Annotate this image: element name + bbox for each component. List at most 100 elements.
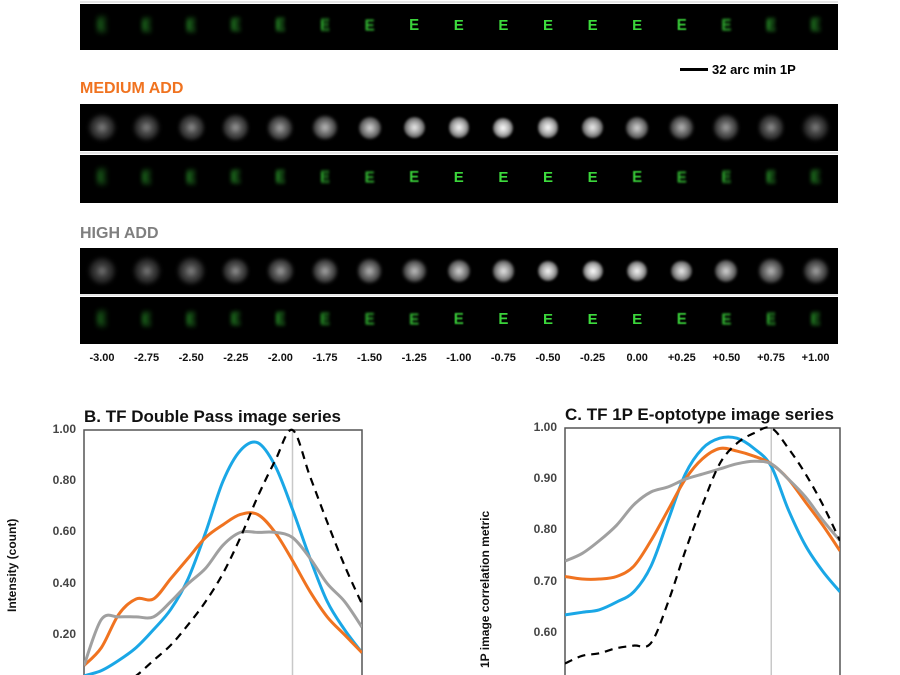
double-pass-spot — [268, 258, 293, 284]
defocus-label: -0.25 — [580, 352, 606, 364]
double-pass-spot — [447, 260, 470, 282]
e-optotype: E — [587, 17, 598, 34]
e-optotype: E — [721, 168, 732, 187]
double-pass-spot — [582, 261, 603, 281]
high-add-double-pass-strip — [80, 248, 838, 294]
y-tick-label: 0.60 — [533, 624, 557, 639]
defocus-label: -2.25 — [223, 352, 249, 364]
double-pass-spot — [626, 116, 649, 139]
e-optotype: E — [319, 16, 330, 35]
strip-separator — [80, 152, 838, 154]
series-line-1 — [84, 511, 362, 667]
e-optotype: E — [230, 309, 241, 329]
e-optotype: E — [141, 167, 152, 188]
y-tick-label: 0.40 — [52, 575, 76, 590]
defocus-label: -0.75 — [490, 352, 516, 364]
e-optotype: E — [765, 15, 776, 36]
double-pass-spot — [358, 116, 381, 139]
defocus-label: -1.75 — [312, 352, 338, 364]
e-optotype: E — [498, 310, 509, 328]
double-pass-spot — [758, 115, 784, 140]
e-optotype: E — [587, 310, 598, 328]
series-line-3 — [565, 426, 840, 665]
double-pass-spot — [178, 258, 204, 284]
double-pass-spot — [582, 117, 603, 138]
e-optotype: E — [186, 15, 197, 36]
e-optotype: E — [587, 168, 598, 187]
double-pass-spot — [448, 117, 469, 138]
y-tick-label: 0.80 — [52, 473, 76, 488]
medium-add-label: MEDIUM ADD — [80, 80, 184, 97]
e-optotype: E — [96, 308, 107, 330]
e-optotype: E — [319, 168, 330, 187]
double-pass-spot — [313, 115, 337, 139]
plot-frame — [83, 429, 363, 675]
y-tick-label: 1.00 — [52, 422, 76, 436]
double-pass-spot — [803, 259, 828, 283]
y-tick-label: 1.00 — [533, 420, 557, 434]
series-line-2 — [84, 529, 362, 667]
y-tick-label: 0.20 — [52, 626, 76, 641]
e-optotype: E — [186, 167, 197, 188]
double-pass-spot — [714, 115, 739, 140]
double-pass-spot — [671, 260, 693, 282]
double-pass-spot — [223, 115, 249, 140]
e-optotype: E — [141, 308, 152, 330]
series-line-2 — [565, 459, 840, 563]
e-optotype: E — [676, 16, 687, 35]
e-optotype: E — [186, 309, 197, 329]
series-line-1 — [565, 446, 840, 581]
defocus-label: -2.75 — [134, 352, 160, 364]
scale-bar-line — [680, 68, 708, 71]
e-optotype: E — [498, 17, 509, 34]
defocus-label: -1.25 — [401, 352, 427, 364]
e-optotype: E — [676, 168, 687, 187]
e-optotype: E — [765, 167, 776, 188]
defocus-label: -1.50 — [357, 352, 383, 364]
double-pass-spot — [223, 258, 249, 284]
e-optotype: E — [542, 310, 553, 328]
e-optotype: E — [676, 310, 687, 328]
y-tick-label: 0.90 — [533, 471, 557, 486]
e-optotype: E — [409, 309, 420, 329]
series-line-0 — [84, 440, 362, 675]
y-tick-label: 0.80 — [533, 522, 557, 537]
defocus-label: +0.75 — [757, 352, 785, 364]
double-pass-spot — [802, 114, 829, 141]
e-optotype: E — [453, 17, 464, 34]
e-optotype: E — [810, 15, 821, 36]
double-pass-spot — [178, 114, 204, 141]
double-pass-spot — [537, 117, 559, 138]
double-pass-spot — [403, 117, 425, 138]
double-pass-spot — [268, 115, 293, 140]
defocus-label: +0.50 — [712, 352, 741, 364]
double-pass-spot — [537, 260, 559, 282]
e-optotype: E — [275, 167, 286, 188]
defocus-label: 0.00 — [626, 352, 648, 364]
e-optotype: E — [96, 15, 107, 36]
double-pass-spot — [759, 259, 783, 283]
chart-c-title: C. TF 1P E-optotype image series — [565, 405, 834, 424]
e-optotype: E — [542, 17, 553, 34]
double-pass-spot — [493, 117, 514, 138]
e-optotype: E — [810, 309, 821, 329]
defocus-label: +0.25 — [667, 352, 696, 364]
e-optotype: E — [275, 15, 286, 36]
e-optotype: E — [721, 16, 732, 35]
e-optotype: E — [230, 167, 241, 188]
e-optotype: E — [141, 15, 152, 36]
double-pass-spot — [88, 257, 116, 285]
e-optotype: E — [96, 167, 107, 188]
e-optotype: E — [542, 169, 553, 186]
defocus-label: +1.00 — [801, 352, 830, 364]
defocus-label: -2.00 — [267, 352, 293, 364]
double-pass-spot — [402, 259, 426, 283]
e-optotype: E — [364, 309, 375, 329]
defocus-label: -0.50 — [535, 352, 561, 364]
e-optotype: E — [632, 310, 643, 328]
e-optotype: E — [632, 16, 643, 35]
